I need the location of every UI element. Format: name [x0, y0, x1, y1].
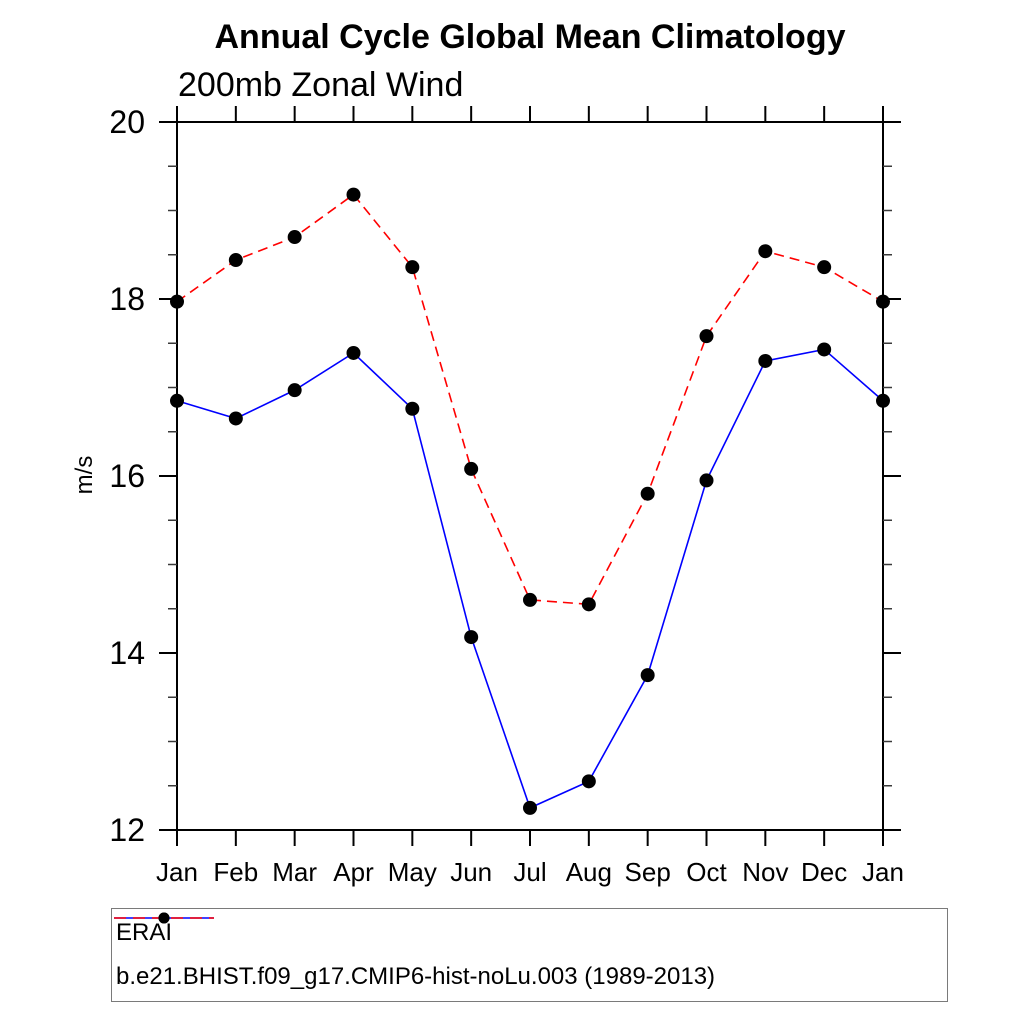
x-tick-label: Jan [862, 857, 904, 887]
x-tick-label: Jul [513, 857, 546, 887]
data-point-marker [699, 473, 714, 488]
data-point-marker [640, 486, 655, 501]
y-tick-label: 20 [109, 104, 145, 140]
legend-sample-line-dashed [114, 912, 214, 924]
x-tick-label: Jan [156, 857, 198, 887]
legend-label-model: b.e21.BHIST.f09_g17.CMIP6-hist-noLu.003 … [116, 963, 716, 990]
x-tick-label: Jun [450, 857, 492, 887]
chart-subtitle: 200mb Zonal Wind [178, 66, 464, 104]
legend-label-erai: ERAI [116, 919, 173, 946]
x-tick-label: Aug [566, 857, 612, 887]
legend: ERAI b.e21.BHIST.f09_g17.CMIP6-hist-noLu… [111, 908, 948, 1002]
data-point-marker [464, 630, 479, 645]
data-point-marker [228, 411, 243, 426]
x-tick-label: Mar [272, 857, 317, 887]
data-point-marker [581, 597, 596, 612]
data-point-marker [640, 668, 655, 683]
y-tick-label: 14 [109, 635, 145, 671]
data-point-marker [170, 294, 184, 309]
data-point-marker [346, 345, 361, 360]
data-point-marker [817, 260, 832, 275]
series-line [176, 348, 884, 809]
x-tick-label: Apr [333, 857, 374, 887]
data-point-marker [699, 329, 714, 344]
data-point-marker [464, 461, 479, 476]
data-point-marker [405, 401, 420, 416]
chart-title: Annual Cycle Global Mean Climatology [214, 18, 846, 56]
legend-row-erai: ERAI [114, 912, 947, 952]
data-point-marker [758, 353, 773, 368]
data-point-marker [228, 253, 243, 268]
y-tick-label: 18 [109, 281, 145, 317]
x-tick-label: Oct [686, 857, 727, 887]
x-tick-label: Nov [742, 857, 788, 887]
data-point-marker [287, 383, 302, 398]
x-tick-label: Sep [625, 857, 671, 887]
data-point-marker [876, 393, 890, 408]
data-point-marker [817, 342, 832, 357]
data-point-marker [523, 592, 537, 607]
data-point-marker [876, 294, 890, 309]
data-point-marker [758, 244, 773, 259]
y-tick-label: 16 [109, 458, 145, 494]
legend-row-model: b.e21.BHIST.f09_g17.CMIP6-hist-noLu.003 … [114, 912, 947, 996]
x-tick-label: May [388, 857, 437, 887]
data-point-marker [346, 187, 361, 202]
data-point-marker [581, 774, 596, 789]
series-line [176, 193, 884, 606]
data-point-marker [405, 260, 420, 275]
x-tick-label: Feb [213, 857, 258, 887]
data-point-marker [170, 393, 184, 408]
data-point-marker [287, 230, 302, 245]
plot-box [176, 121, 884, 831]
y-tick-label: 12 [109, 812, 145, 848]
data-point-marker [523, 800, 537, 815]
x-tick-label: Dec [801, 857, 847, 887]
